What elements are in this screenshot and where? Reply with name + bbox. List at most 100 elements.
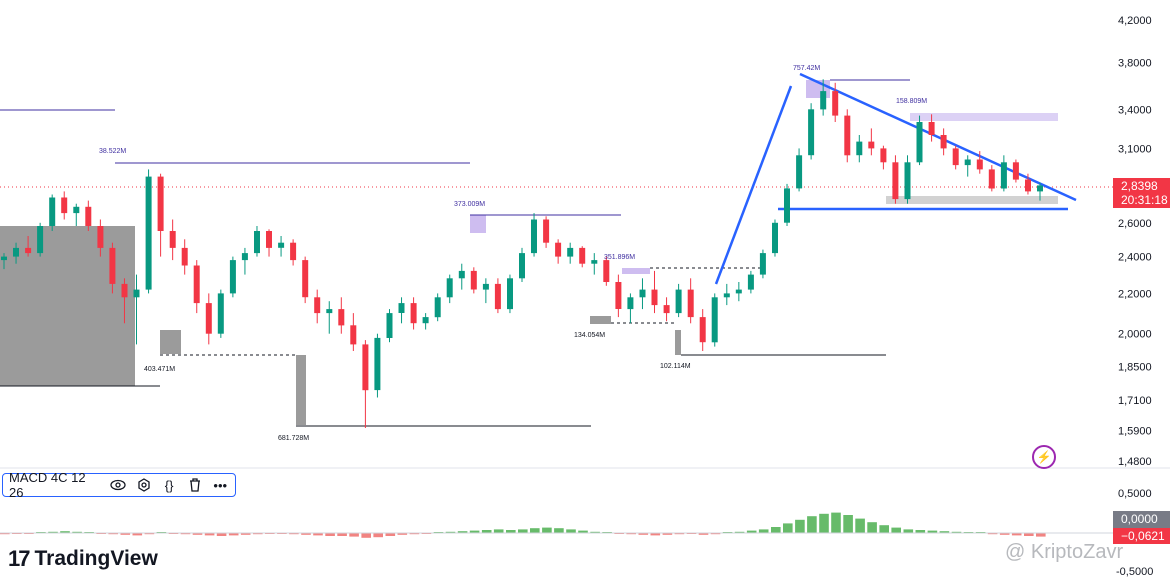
- trendline-descending: [799, 72, 1077, 202]
- settings-icon[interactable]: [135, 476, 153, 494]
- macd-bar: [674, 533, 685, 535]
- macd-bar: [891, 527, 901, 533]
- candle: [579, 247, 586, 264]
- countdown: 20:31:18: [1121, 193, 1168, 207]
- candle: [531, 219, 537, 254]
- candle: [350, 325, 357, 345]
- candle: [49, 197, 56, 226]
- candle: [952, 148, 959, 166]
- candle: [85, 206, 92, 226]
- candle: [796, 155, 803, 189]
- price-tick: 2,4000: [1118, 252, 1152, 264]
- candle: [1000, 162, 1007, 189]
- macd-bar: [771, 527, 781, 533]
- eye-icon[interactable]: [109, 476, 127, 494]
- candle: [374, 337, 381, 391]
- macd-bar: [397, 533, 408, 535]
- volume-label: 102.114M: [660, 363, 691, 370]
- candles: [1, 79, 1043, 428]
- candle: [290, 242, 297, 261]
- candle: [772, 222, 778, 254]
- macd-bar: [807, 516, 817, 533]
- candle: [856, 141, 863, 156]
- candle: [494, 283, 501, 310]
- price-tick: 1,7100: [1118, 395, 1152, 407]
- watermark: @ KriptoZavr: [1005, 541, 1124, 563]
- tradingview-logo: 17 TradingView: [8, 546, 158, 572]
- candle: [784, 188, 790, 223]
- candle: [651, 289, 658, 306]
- macd-bar: [60, 531, 70, 533]
- flash-icon[interactable]: ⚡: [1032, 445, 1056, 469]
- macd-bar: [301, 533, 311, 535]
- candle: [916, 122, 923, 163]
- macd-bar: [445, 531, 456, 533]
- macd-bar: [313, 533, 323, 536]
- candle: [121, 283, 128, 298]
- macd-bar: [469, 530, 480, 533]
- candle: [543, 219, 550, 243]
- price-tick: 2,2000: [1118, 288, 1152, 300]
- macd-bar: [915, 530, 926, 533]
- macd-bar: [1011, 533, 1022, 536]
- candle: [362, 344, 369, 391]
- trendline-rise: [714, 85, 793, 285]
- current-price: 2,8398: [1121, 179, 1158, 193]
- price-axis[interactable]: 4,2000 3,8000 3,4000 3,1000 2,6000 2,4000 2,20…: [1118, 15, 1152, 468]
- macd-bar: [758, 529, 769, 533]
- zone-158: [910, 113, 1058, 121]
- trend-lines[interactable]: [714, 72, 1077, 285]
- macd-bar: [530, 528, 540, 533]
- macd-bar: [493, 529, 504, 533]
- macd-bar: [361, 533, 371, 538]
- macd-bar: [481, 530, 492, 533]
- macd-value-tag: −0,0621: [1113, 528, 1170, 544]
- candle: [470, 270, 477, 290]
- macd-bar: [783, 523, 793, 533]
- candle: [639, 289, 646, 298]
- macd-bar: [650, 533, 661, 536]
- candle: [615, 282, 622, 309]
- price-tick: 1,8500: [1118, 362, 1152, 374]
- candle: [434, 297, 441, 318]
- candle: [1037, 185, 1043, 192]
- volume-label: 373.009M: [454, 201, 485, 208]
- zone-small-1: [160, 330, 181, 354]
- candle: [73, 206, 80, 214]
- candle: [964, 159, 971, 166]
- candle: [904, 162, 911, 200]
- macd-bar: [927, 530, 938, 533]
- candle: [241, 253, 248, 261]
- macd-bar: [999, 533, 1010, 535]
- price-tick: 1,4800: [1118, 456, 1152, 468]
- code-braces-icon[interactable]: {}: [164, 477, 174, 493]
- candle: [217, 293, 224, 334]
- candle: [326, 309, 333, 314]
- macd-legend[interactable]: MACD 4C 12 26 {} •••: [2, 470, 236, 500]
- macd-bar: [228, 533, 239, 536]
- candle: [675, 289, 682, 314]
- candle: [759, 253, 766, 275]
- trash-icon[interactable]: [186, 476, 204, 494]
- macd-bar: [349, 533, 359, 537]
- candle: [747, 274, 754, 290]
- more-icon[interactable]: •••: [213, 477, 228, 493]
- candle: [386, 313, 393, 338]
- volume-label: 351.896M: [604, 254, 635, 261]
- macd-bar: [939, 531, 950, 533]
- macd-bar: [566, 529, 576, 533]
- candle: [687, 289, 694, 318]
- macd-bar: [192, 533, 203, 535]
- candle: [555, 242, 562, 257]
- macd-bar: [216, 533, 227, 536]
- macd-bar: [289, 533, 299, 535]
- candle: [603, 260, 610, 282]
- candle: [699, 317, 706, 343]
- zone-low: [296, 355, 306, 425]
- candle: [940, 135, 947, 149]
- macd-axis[interactable]: 0,5000 -0,5000: [1116, 488, 1153, 578]
- zone-mid-top: [470, 215, 486, 233]
- macd-bar: [578, 530, 588, 533]
